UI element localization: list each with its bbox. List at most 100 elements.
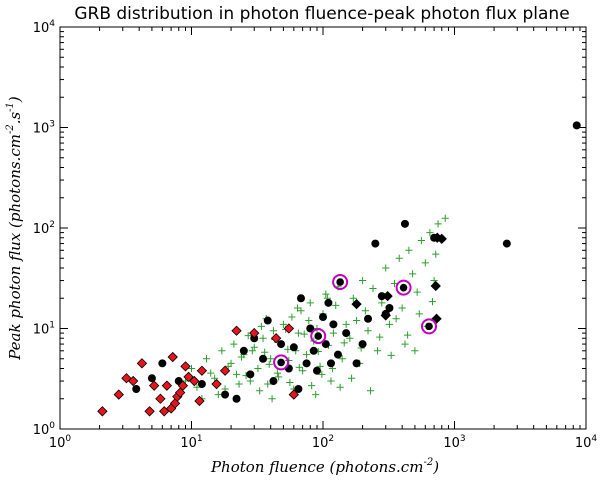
y-axis-label-main: Peak photon flux (photons.cm xyxy=(6,134,24,361)
data-point-circle xyxy=(232,394,241,403)
data-point-plus xyxy=(257,322,265,330)
data-point-diamond-red xyxy=(144,406,155,417)
data-point-diamond-red xyxy=(231,325,242,336)
data-point-circle xyxy=(329,320,338,329)
data-point-circle xyxy=(502,239,511,248)
data-point-plus xyxy=(322,290,330,298)
data-point-plus xyxy=(395,254,403,262)
x-axis-label: Photon fluence (photons.cm-2) xyxy=(210,457,439,476)
data-point-diamond-black xyxy=(351,298,362,310)
data-point-plus xyxy=(230,340,238,348)
axis-ticks: 100 101 102 103 104 100 101 102 103 104 xyxy=(33,19,598,451)
data-point-plus xyxy=(346,334,354,342)
data-point-diamond-black xyxy=(382,290,393,302)
data-point-plus xyxy=(293,304,302,312)
data-point-diamond-red xyxy=(169,398,181,409)
chart-title: GRB distribution in photon fluence-peak … xyxy=(74,4,569,24)
data-point-plus xyxy=(279,320,288,328)
data-point-plus xyxy=(329,329,338,337)
data-point-diamond-red xyxy=(196,365,208,376)
data-point-circle xyxy=(259,354,268,363)
data-point-plus xyxy=(305,316,313,325)
data-point-diamond-black xyxy=(431,313,442,324)
data-point-diamond-red xyxy=(161,380,173,391)
data-point-circle xyxy=(309,346,318,355)
x-tick-label: 100 xyxy=(49,434,72,451)
data-point-plus xyxy=(338,355,346,363)
data-point-plus xyxy=(211,374,219,382)
data-point-circle xyxy=(385,303,394,312)
data-point-plus xyxy=(318,370,326,378)
data-point-plus xyxy=(349,294,357,302)
data-point-circle xyxy=(352,359,361,368)
data-point-plus xyxy=(387,351,395,359)
data-point-plus xyxy=(308,382,316,390)
data-point-plus xyxy=(187,364,196,373)
data-point-plus xyxy=(237,353,246,361)
data-point-plus xyxy=(415,310,423,318)
data-point-plus xyxy=(366,387,375,395)
data-point-diamond-red xyxy=(175,387,186,398)
data-point-plus xyxy=(214,390,222,399)
data-point-circle xyxy=(371,239,380,248)
y-axis-label-end: ) xyxy=(6,96,24,103)
data-point-highlight-center xyxy=(425,322,433,331)
data-point-plus xyxy=(295,363,303,372)
data-point-plus xyxy=(273,369,281,377)
data-point-plus xyxy=(336,383,344,391)
y-tick-label: 102 xyxy=(33,220,55,237)
data-point-circle xyxy=(132,385,141,394)
data-point-plus xyxy=(441,214,449,222)
x-tick-label: 104 xyxy=(575,434,598,451)
data-point-plus xyxy=(288,313,296,321)
data-point-circle xyxy=(324,298,333,307)
data-point-diamond-red xyxy=(211,378,222,390)
data-point-plus xyxy=(364,327,372,335)
data-point-diamond-black xyxy=(380,310,391,321)
data-point-diamond-red xyxy=(148,380,160,391)
data-point-plus xyxy=(408,270,417,278)
data-point-circle xyxy=(342,329,351,338)
y-axis-label: Peak photon flux (photons.cm-2.s-1) xyxy=(5,96,24,361)
data-point-plus xyxy=(421,259,429,267)
data-point-plus xyxy=(268,395,276,403)
data-point-highlight-ring xyxy=(273,354,290,371)
data-point-plus xyxy=(332,301,340,309)
data-point-highlight-center xyxy=(277,358,285,367)
data-point-diamond-red xyxy=(219,365,231,376)
data-point-diamond-red xyxy=(97,406,108,417)
data-point-highlight-center xyxy=(399,283,408,292)
data-point-circle xyxy=(572,121,581,130)
data-point-circle xyxy=(239,346,248,355)
data-point-plus xyxy=(369,284,377,293)
y-axis-label-mid: .s xyxy=(6,112,24,125)
data-point-plus xyxy=(300,330,308,338)
data-point-plus xyxy=(284,345,292,353)
data-point-circle xyxy=(158,359,167,368)
data-point-circle xyxy=(289,343,298,352)
data-point-diamond-red xyxy=(288,389,299,400)
data-point-plus xyxy=(404,331,412,339)
data-point-plus xyxy=(382,264,390,272)
data-point-circle xyxy=(321,340,330,349)
data-point-plus xyxy=(218,347,226,355)
data-point-plus xyxy=(385,320,394,328)
data-point-plus xyxy=(264,380,272,388)
data-point-plus xyxy=(405,246,413,254)
x-axis-label-end: ) xyxy=(432,458,439,476)
data-point-diamond-red xyxy=(189,375,200,387)
data-point-plus xyxy=(411,347,419,355)
data-point-diamond-red xyxy=(270,333,282,344)
data-point-plus xyxy=(342,320,350,328)
data-point-diamond-red xyxy=(249,327,260,339)
data-point-diamond-red xyxy=(283,323,295,334)
data-point-circle xyxy=(358,340,367,349)
data-point-plus xyxy=(376,333,384,341)
data-point-plus xyxy=(413,288,421,296)
data-point-plus xyxy=(428,298,437,306)
data-point-plus xyxy=(358,276,367,285)
data-point-plus xyxy=(294,329,302,337)
data-point-circle xyxy=(319,313,327,322)
